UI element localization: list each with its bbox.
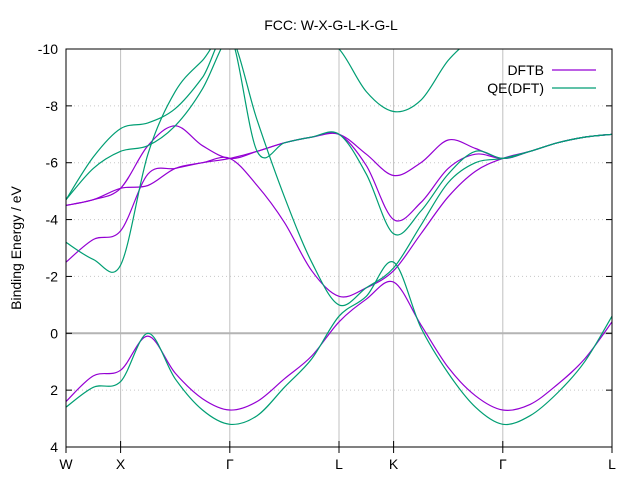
y-tick-label: 4: [50, 439, 58, 455]
legend-label: QE(DFT): [487, 80, 544, 96]
legend-label: DFTB: [507, 62, 544, 78]
bands: [66, 49, 612, 426]
x-tick-label: L: [608, 456, 616, 472]
x-tick-label: W: [59, 456, 73, 472]
y-tick-label: -2: [46, 268, 59, 284]
y-tick-label: -8: [46, 98, 59, 114]
x-tick-label: K: [389, 456, 399, 472]
x-tick-label: Γ: [226, 456, 234, 472]
x-tick-label: X: [116, 456, 126, 472]
band-line: [66, 49, 612, 236]
x-tick-label: Γ: [499, 456, 507, 472]
y-tick-label: -4: [46, 212, 59, 228]
x-tick-label: L: [335, 456, 343, 472]
legend: DFTB QE(DFT): [487, 62, 596, 96]
y-axis-label: Binding Energy / eV: [8, 185, 24, 309]
y-tick-label: 0: [50, 325, 58, 341]
axis-ticks: -10 -8 -6 -4 -2 0 2 4W X Γ L K Γ L: [38, 41, 616, 472]
y-tick-label: -10: [38, 41, 58, 57]
chart-title: FCC: W-X-G-L-K-G-L: [264, 17, 398, 33]
series-qe-dft: [66, 49, 612, 426]
band-line: [66, 280, 612, 411]
band-line: [66, 49, 461, 201]
y-tick-label: 2: [50, 382, 58, 398]
band-line: [66, 261, 612, 426]
grid: [65, 48, 613, 448]
y-tick-label: -6: [46, 155, 59, 171]
